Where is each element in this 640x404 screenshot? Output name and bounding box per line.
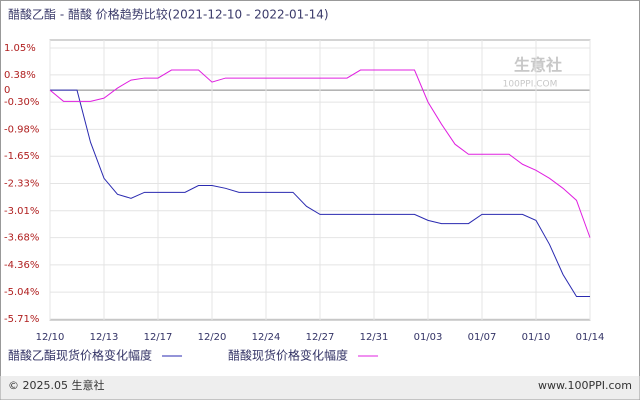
y-tick-label: -4.36% [4,260,39,271]
x-tick-label: 01/14 [576,332,605,343]
footer-copyright: © 2025.05 生意社 [8,378,104,392]
x-tick-label: 12/20 [198,332,227,343]
x-tick-label: 12/31 [360,332,389,343]
x-tick-label: 12/27 [306,332,335,343]
y-tick-label: -3.68% [4,233,39,244]
series-line [50,89,590,298]
series-line [49,69,591,238]
x-tick-label: 01/10 [522,332,551,343]
footer-bar [0,376,640,400]
x-tick-label: 01/03 [414,332,443,343]
y-tick-label: -1.65% [4,151,39,162]
y-tick-label: -5.04% [4,287,39,298]
legend-label: 醋酸乙酯现货价格变化幅度 [8,348,152,363]
footer-site: www.100PPI.com [538,379,632,392]
watermark-site: 100PPI.COM [503,80,558,90]
y-tick-label: -5.71% [4,314,39,325]
y-tick-label: 0.38% [4,70,36,81]
x-tick-label: 12/24 [252,332,281,343]
x-tick-label: 01/07 [468,332,497,343]
y-tick-label: -3.01% [4,206,39,217]
x-tick-label: 12/17 [144,332,173,343]
watermark-name: 生意社 [514,56,562,75]
chart-title: 醋酸乙酯 - 醋酸 价格趋势比较(2021-12-10 - 2022-01-14… [8,7,329,22]
y-tick-label: 1.05% [4,43,36,54]
y-tick-label: -0.30% [4,97,39,108]
x-tick-label: 12/10 [36,332,65,343]
x-tick-label: 12/13 [90,332,119,343]
y-tick-label: 0 [4,85,10,96]
y-tick-label: -2.33% [4,179,39,190]
y-tick-label: -0.98% [4,124,39,135]
legend-label: 醋酸现货价格变化幅度 [228,348,348,363]
